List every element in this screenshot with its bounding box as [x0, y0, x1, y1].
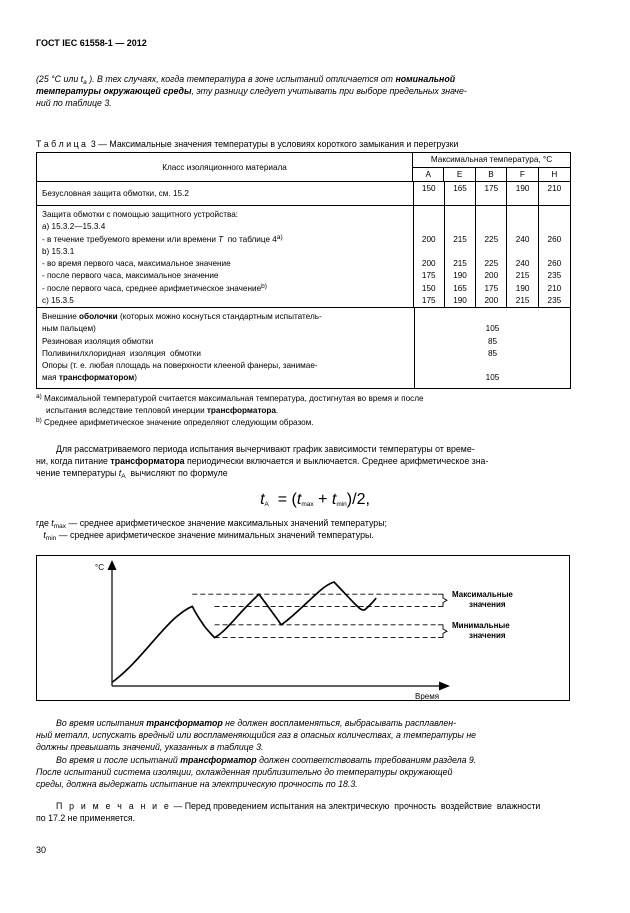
svg-text:значения: значения — [469, 631, 506, 640]
svg-text:Максимальные: Максимальные — [452, 590, 513, 599]
svg-text:°C: °C — [95, 563, 104, 572]
svg-text:значения: значения — [469, 600, 506, 609]
svg-text:Минимальные: Минимальные — [452, 621, 510, 630]
svg-text:Время: Время — [415, 692, 439, 701]
